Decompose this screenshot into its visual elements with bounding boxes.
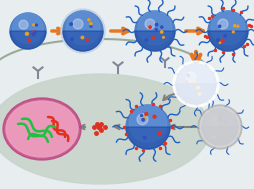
Circle shape: [173, 61, 219, 107]
Circle shape: [223, 130, 225, 133]
Circle shape: [186, 81, 187, 83]
Circle shape: [33, 24, 35, 26]
Circle shape: [19, 20, 28, 29]
Circle shape: [73, 19, 83, 29]
Circle shape: [86, 39, 88, 41]
Circle shape: [141, 115, 142, 116]
Wedge shape: [63, 31, 103, 51]
Circle shape: [198, 105, 242, 149]
Circle shape: [217, 39, 219, 42]
Ellipse shape: [6, 101, 78, 157]
Circle shape: [34, 31, 36, 33]
Circle shape: [126, 105, 170, 149]
Circle shape: [218, 25, 221, 27]
Circle shape: [217, 136, 220, 139]
Circle shape: [63, 11, 103, 51]
Circle shape: [193, 80, 196, 82]
Circle shape: [188, 88, 190, 90]
Circle shape: [224, 35, 226, 37]
Circle shape: [155, 29, 157, 31]
Wedge shape: [208, 31, 248, 51]
Circle shape: [81, 38, 83, 39]
Circle shape: [219, 116, 221, 119]
Circle shape: [153, 115, 156, 118]
Circle shape: [234, 25, 236, 27]
Circle shape: [70, 23, 72, 25]
Circle shape: [199, 93, 201, 95]
Circle shape: [36, 24, 37, 26]
Circle shape: [142, 119, 145, 121]
Circle shape: [202, 109, 238, 145]
Circle shape: [161, 31, 163, 33]
Circle shape: [143, 117, 146, 120]
Circle shape: [224, 120, 226, 122]
Circle shape: [152, 37, 155, 39]
Circle shape: [129, 105, 167, 142]
Circle shape: [186, 72, 196, 82]
Circle shape: [227, 134, 230, 136]
Circle shape: [145, 39, 148, 42]
Circle shape: [81, 36, 84, 39]
Circle shape: [211, 116, 220, 125]
Circle shape: [159, 131, 161, 134]
Circle shape: [237, 25, 239, 27]
Circle shape: [211, 11, 245, 45]
Circle shape: [149, 26, 151, 28]
Ellipse shape: [3, 98, 81, 160]
Wedge shape: [202, 127, 238, 145]
Wedge shape: [10, 31, 46, 49]
Circle shape: [161, 26, 163, 28]
Circle shape: [218, 19, 228, 29]
Ellipse shape: [0, 74, 210, 184]
Circle shape: [61, 9, 105, 53]
Circle shape: [33, 31, 35, 34]
Circle shape: [163, 36, 164, 38]
Circle shape: [25, 32, 28, 35]
Wedge shape: [126, 127, 170, 149]
Circle shape: [219, 120, 220, 122]
Circle shape: [88, 19, 90, 21]
Circle shape: [32, 33, 35, 36]
Circle shape: [66, 11, 100, 45]
Circle shape: [176, 64, 216, 104]
Circle shape: [143, 136, 146, 139]
Circle shape: [137, 114, 148, 125]
Circle shape: [213, 136, 215, 138]
Circle shape: [221, 39, 224, 42]
Circle shape: [200, 107, 240, 147]
Circle shape: [197, 86, 199, 89]
Circle shape: [232, 31, 234, 33]
Circle shape: [155, 23, 158, 26]
Circle shape: [179, 64, 213, 98]
Circle shape: [208, 11, 248, 51]
Circle shape: [10, 13, 46, 49]
Circle shape: [135, 11, 175, 51]
Circle shape: [90, 25, 92, 27]
Circle shape: [205, 109, 235, 140]
Wedge shape: [176, 84, 216, 104]
Circle shape: [28, 39, 30, 42]
Wedge shape: [135, 31, 175, 51]
Circle shape: [187, 74, 189, 77]
Circle shape: [138, 11, 172, 45]
Circle shape: [195, 87, 197, 89]
Circle shape: [71, 38, 73, 41]
Circle shape: [219, 42, 221, 43]
Circle shape: [218, 131, 220, 133]
Circle shape: [145, 19, 155, 29]
Circle shape: [145, 113, 148, 115]
Circle shape: [13, 13, 43, 44]
Circle shape: [159, 133, 161, 135]
Circle shape: [90, 23, 92, 25]
